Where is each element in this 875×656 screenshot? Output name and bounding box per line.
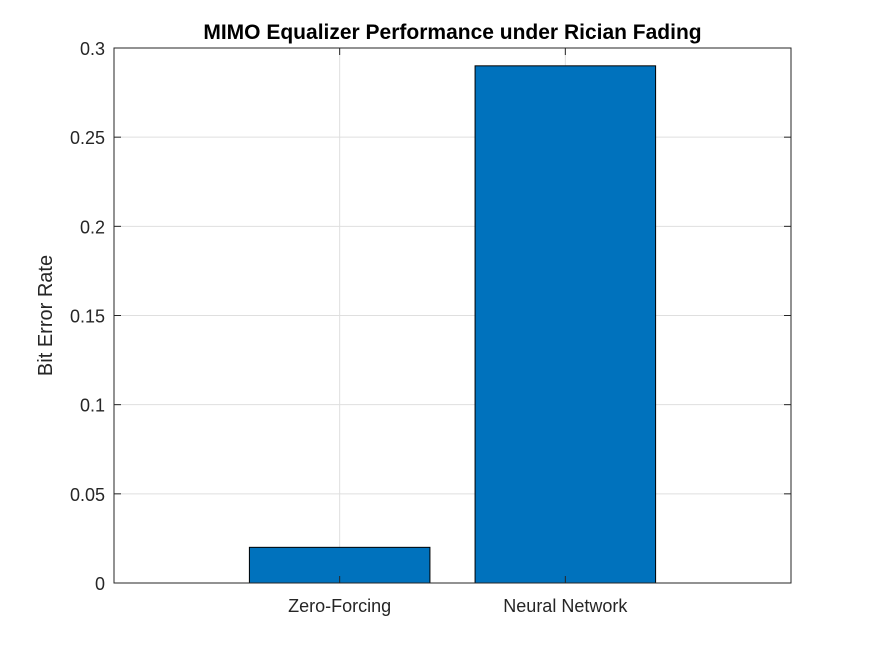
y-axis-label: Bit Error Rate [35,255,57,376]
bars [248,65,657,584]
tick-marks [114,47,791,584]
y-tick-label: 0 [95,574,105,594]
x-tick-label: Zero-Forcing [288,596,391,616]
y-tick-label: 0.3 [80,39,105,59]
y-tick-label: 0.15 [70,307,105,327]
y-tick-label: 0.2 [80,217,105,237]
tick-labels: 0 0.05 0.1 0.15 0.2 0.25 0.3 Zero-Forcing Neural… [70,39,628,616]
bar-neural-network [474,65,657,584]
y-tick-label: 0.25 [70,128,105,148]
y-tick-label: 0.05 [70,485,105,505]
y-tick-label: 0.1 [80,396,105,416]
x-tick-label: Neural Network [503,596,628,616]
chart-title: MIMO Equalizer Performance under Rician … [203,21,701,44]
